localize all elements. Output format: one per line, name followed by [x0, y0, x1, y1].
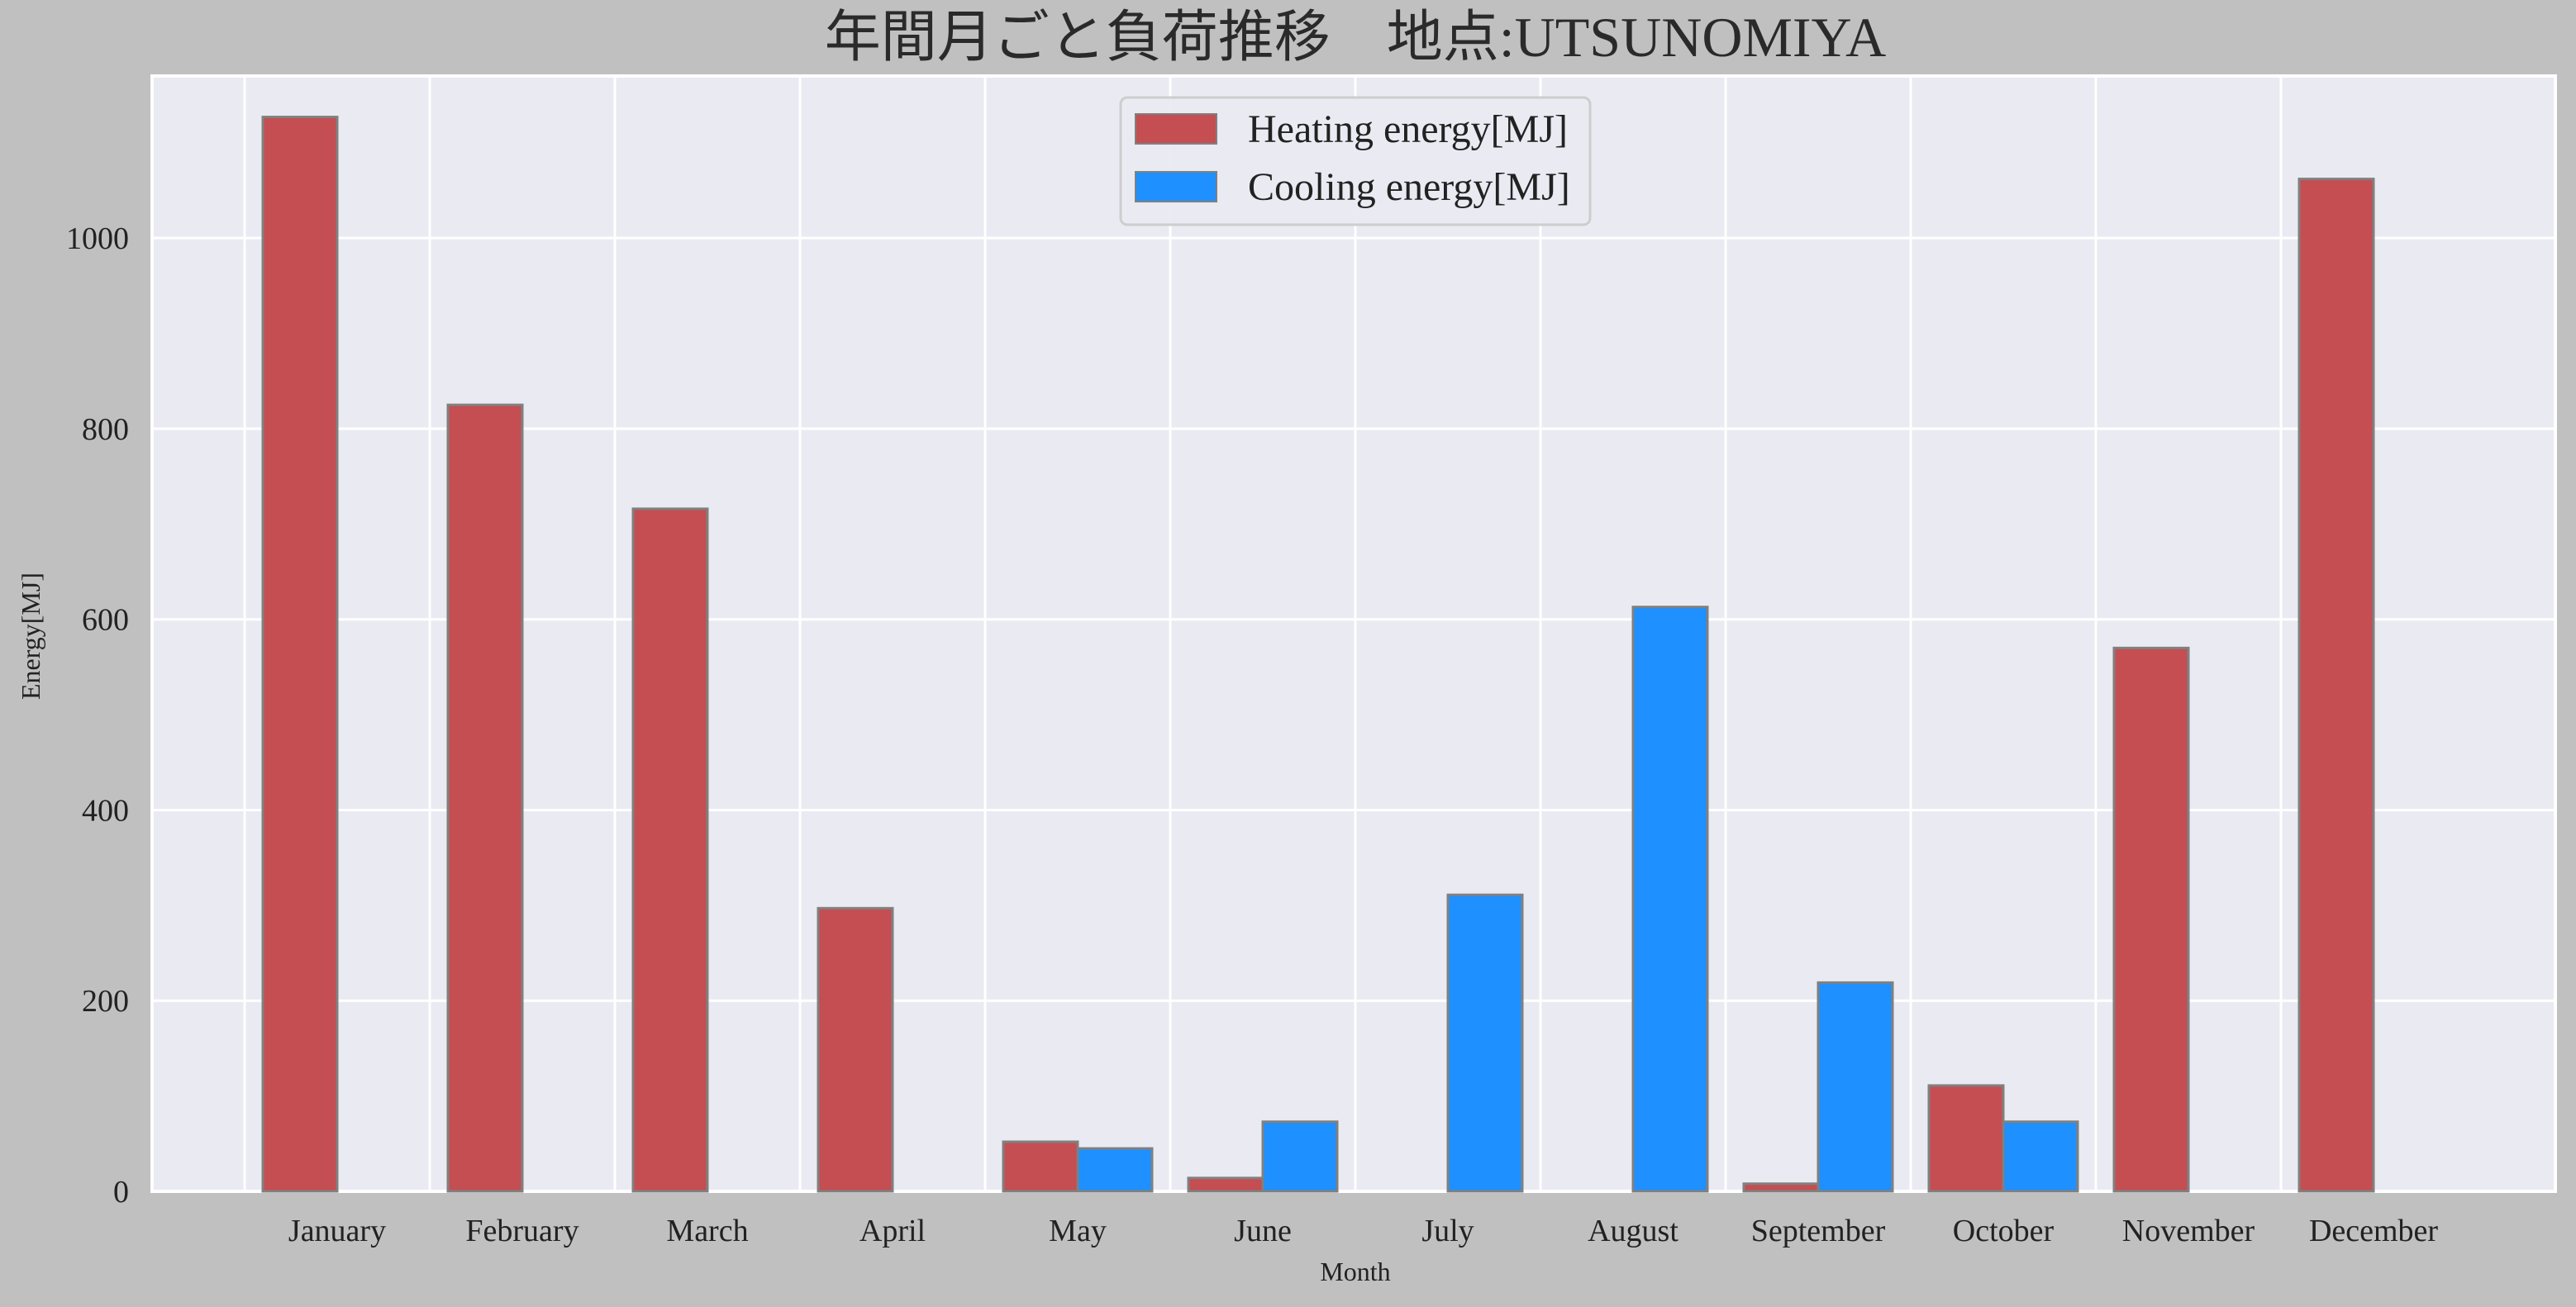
legend-swatch-heating [1135, 113, 1217, 145]
x-tick-label: June [1234, 1214, 1292, 1248]
x-tick-label: August [1588, 1214, 1678, 1248]
cooling-bar [1631, 606, 1709, 1193]
x-tick-label: April [859, 1214, 926, 1248]
plot-border [150, 74, 2557, 1193]
heating-bar [2297, 178, 2375, 1193]
x-axis-label: Month [1320, 1257, 1390, 1286]
cooling-bar [1817, 981, 1894, 1193]
cooling-bar [2002, 1120, 2079, 1193]
y-axis-ticks: 0 200 400 600 800 1000 [66, 221, 129, 1210]
x-tick-label: November [2122, 1214, 2255, 1248]
heating-bar [2112, 646, 2190, 1193]
heating-bar [446, 403, 524, 1193]
cooling-bar [1261, 1120, 1339, 1193]
y-tick-label: 1000 [66, 221, 129, 256]
gridlines [150, 74, 2557, 1193]
x-tick-label: October [1953, 1214, 2055, 1248]
heating-bar [1742, 1182, 1820, 1193]
x-tick-label: December [2309, 1214, 2438, 1248]
x-tick-label: February [465, 1214, 579, 1248]
chart-title: 年間月ごと負荷推移 地点:UTSUNOMIYA [825, 6, 1886, 69]
heating-bar [1187, 1176, 1264, 1193]
heating-bar [261, 116, 339, 1193]
bars [261, 116, 2375, 1193]
cooling-bar [1076, 1147, 1154, 1193]
y-axis-label: Energy[MJ] [16, 573, 45, 700]
legend-swatch-cooling [1135, 171, 1217, 202]
heating-bar [631, 507, 709, 1193]
heating-bar [1002, 1140, 1079, 1193]
x-tick-label: March [666, 1214, 748, 1248]
legend-box [1119, 96, 1592, 226]
x-axis-ticks: January February March April May June July Augu… [288, 1214, 2438, 1248]
y-tick-label: 600 [82, 603, 129, 638]
cooling-bar [1446, 893, 1524, 1193]
y-tick-label: 400 [82, 793, 129, 828]
heating-bar [817, 906, 894, 1193]
x-tick-label: September [1751, 1214, 1886, 1248]
legend[interactable]: Heating energy[MJ] Cooling energy[MJ] [1119, 96, 1592, 226]
y-tick-label: 800 [82, 412, 129, 447]
legend-label-cooling: Cooling energy[MJ] [1248, 165, 1570, 209]
x-tick-label: May [1049, 1214, 1107, 1248]
y-tick-label: 200 [82, 984, 129, 1019]
y-tick-label: 0 [113, 1175, 129, 1210]
heating-bar [1927, 1084, 2005, 1193]
x-tick-label: July [1421, 1214, 1474, 1248]
x-tick-label: January [288, 1214, 386, 1248]
legend-label-heating: Heating energy[MJ] [1248, 107, 1568, 151]
